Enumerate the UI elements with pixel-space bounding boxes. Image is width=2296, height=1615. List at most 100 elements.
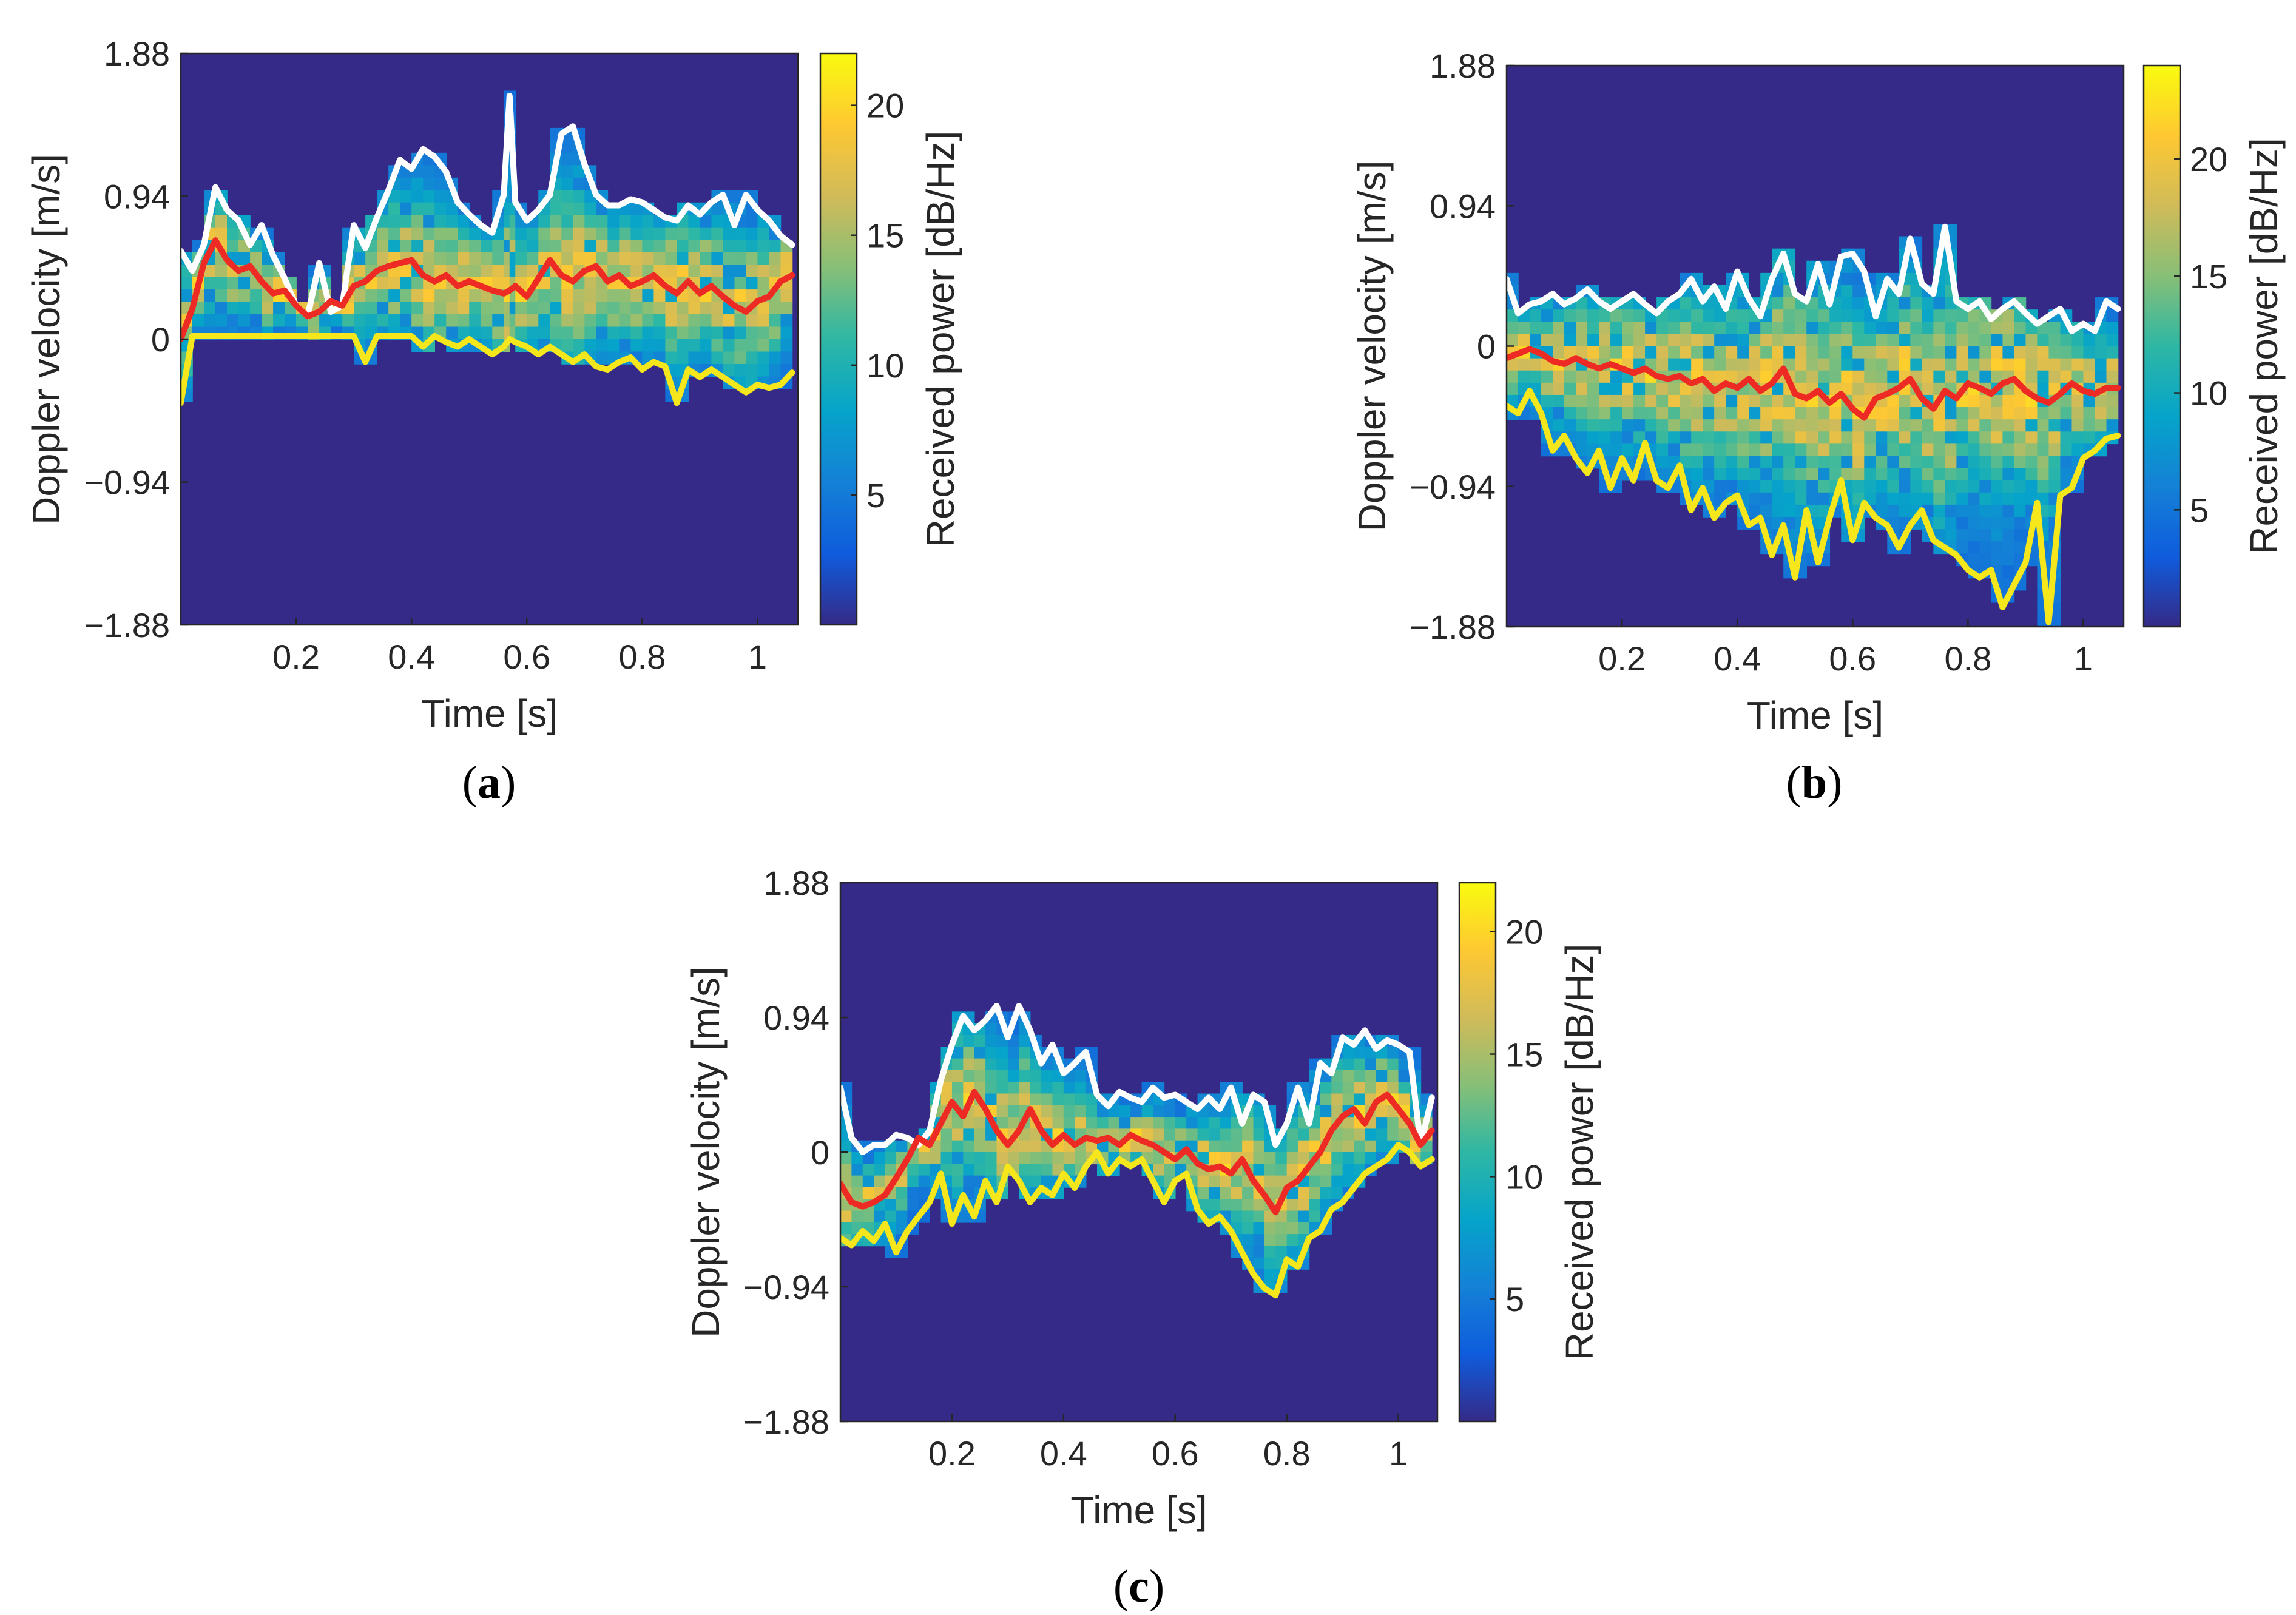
power-cell xyxy=(538,240,551,253)
power-cell xyxy=(1726,407,1738,420)
power-cell xyxy=(1749,334,1761,347)
power-cell xyxy=(963,1034,975,1048)
power-cell xyxy=(1610,419,1622,433)
power-cell xyxy=(1342,1175,1354,1188)
power-cell xyxy=(1703,419,1715,433)
power-cell xyxy=(504,240,510,253)
power-cell xyxy=(238,289,251,303)
power-cell xyxy=(1714,346,1726,359)
power-cell xyxy=(1726,456,1738,469)
power-cell xyxy=(1783,334,1796,347)
power-cell xyxy=(538,277,551,290)
power-cell xyxy=(504,314,510,328)
power-cell xyxy=(780,339,793,352)
power-cell xyxy=(688,252,701,265)
power-cell xyxy=(746,363,758,377)
power-cell xyxy=(365,314,377,328)
power-cell xyxy=(1795,334,1808,347)
power-cell xyxy=(434,302,447,315)
power-cell xyxy=(2095,346,2107,359)
power-cell xyxy=(1991,334,2004,347)
power-cell xyxy=(2014,334,2027,347)
power-cell xyxy=(250,314,262,328)
power-cell xyxy=(711,326,724,340)
power-cell xyxy=(885,1210,897,1223)
power-cell xyxy=(446,240,459,253)
power-cell xyxy=(215,302,228,315)
power-cell xyxy=(446,289,459,303)
power-cell xyxy=(1945,492,1957,505)
power-cell xyxy=(769,314,782,328)
power-cell xyxy=(1622,443,1634,457)
power-cell xyxy=(1968,443,1980,457)
power-cell xyxy=(1806,358,1819,371)
power-cell xyxy=(2048,334,2061,347)
power-cell xyxy=(1783,394,1796,408)
chart-panel-a: 0.2 0.4 0.6 0.8 1 1.88 0.94 0 −0.94 −1.88 Time [s]… xyxy=(24,35,962,808)
power-cell xyxy=(527,265,539,278)
power-cell xyxy=(273,302,285,315)
power-cell xyxy=(1956,322,1969,335)
power-cell xyxy=(2002,553,2015,567)
power-cell xyxy=(1019,1140,1031,1153)
power-cell xyxy=(1075,1105,1087,1118)
power-cell xyxy=(1703,468,1715,481)
power-cell xyxy=(1220,1117,1232,1130)
x-tick-label: 0.4 xyxy=(1714,639,1761,678)
power-cell xyxy=(550,314,562,328)
power-cell xyxy=(757,363,770,377)
power-cell xyxy=(2060,346,2073,359)
power-cell xyxy=(1772,346,1784,359)
power-cell xyxy=(1075,1152,1087,1165)
power-cell xyxy=(757,265,770,278)
power-cell xyxy=(757,227,770,240)
power-cell xyxy=(1645,334,1657,347)
power-cell xyxy=(1668,443,1680,457)
power-cell xyxy=(1530,334,1542,347)
power-cell xyxy=(1887,407,1900,420)
power-cell xyxy=(1818,431,1831,445)
power-cell xyxy=(1331,1093,1343,1106)
power-cell xyxy=(1852,285,1865,298)
power-cell xyxy=(1610,346,1622,359)
power-cell xyxy=(1141,1105,1153,1118)
power-cell xyxy=(181,289,193,303)
colorbar xyxy=(1458,882,1497,1423)
mean-velocity-line xyxy=(1507,346,2121,421)
power-cell xyxy=(1656,443,1669,457)
power-cell xyxy=(1806,480,1819,493)
power-cell xyxy=(509,265,516,278)
power-cell xyxy=(1668,334,1680,347)
power-cell xyxy=(1668,358,1680,371)
panel-letter: a xyxy=(478,757,501,808)
power-cell xyxy=(1818,370,1831,383)
power-cell xyxy=(985,1034,998,1048)
power-cell xyxy=(1783,297,1796,310)
power-cell xyxy=(1231,1140,1243,1153)
power-cell xyxy=(665,326,678,340)
power-cell xyxy=(940,1082,953,1094)
power-cell xyxy=(1152,1128,1165,1141)
power-cell xyxy=(2037,382,2050,396)
power-cell xyxy=(1749,394,1761,408)
power-cell xyxy=(515,265,528,278)
power-cell xyxy=(1518,358,1530,371)
power-cell xyxy=(1208,1117,1221,1130)
power-cell xyxy=(1829,443,1842,457)
power-cell xyxy=(354,314,366,328)
power-cell xyxy=(734,277,747,290)
power-cell xyxy=(584,289,597,303)
power-cell xyxy=(1760,334,1773,347)
power-cell xyxy=(1726,334,1738,347)
power-cell xyxy=(1208,1187,1221,1200)
power-cell xyxy=(653,289,666,303)
power-cell xyxy=(584,326,597,340)
power-cell xyxy=(1887,370,1900,383)
power-cell xyxy=(1063,1117,1076,1130)
power-cell xyxy=(1275,1234,1288,1247)
power-cell xyxy=(1945,346,1957,359)
power-cell xyxy=(780,252,793,265)
power-cell xyxy=(1030,1152,1042,1165)
power-cell xyxy=(974,1164,986,1176)
power-cell xyxy=(1852,431,1865,445)
